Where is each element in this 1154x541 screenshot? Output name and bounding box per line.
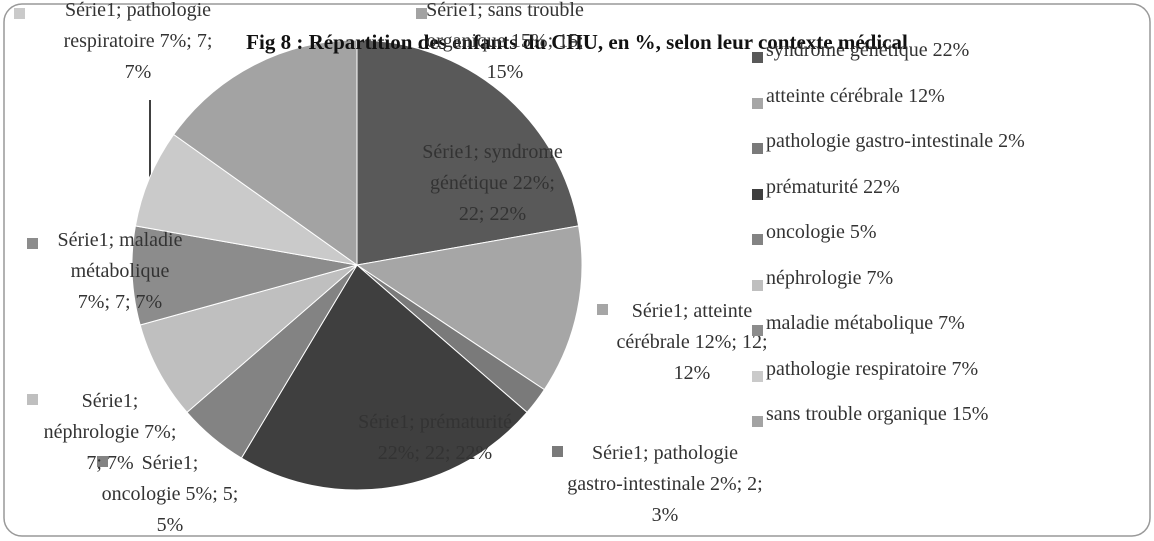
data-label: Série1; atteinte cérébrale 12%; 12; 12% [616,300,768,384]
label-marker [416,8,427,19]
legend-swatch [752,234,763,245]
legend-swatch [752,52,763,63]
legend-label: pathologie respiratoire 7% [766,357,979,380]
pie-slice [173,39,358,266]
data-label: Série1; pathologie respiratoire 7%; 7; 7… [63,0,213,83]
label-marker [552,446,563,457]
legend-swatch [752,188,763,200]
legend-label: syndrome génétique 22% [766,39,970,61]
legend-label: prématurité 22% [766,175,900,198]
data-label: Série1; pathologie gastro-intestinale 2%… [567,442,763,526]
label-marker [597,304,608,315]
label-marker [97,456,108,467]
data-label: Série1; maladie métabolique 7%; 7; 7% [57,229,183,313]
legend-swatch [752,279,763,291]
legend-label: oncologie 5% [766,221,877,243]
legend-label: pathologie gastro-intestinale 2% [766,130,1025,152]
legend-swatch [752,143,763,154]
legend-label: néphrologie 7% [766,266,894,289]
legend-swatch [752,416,763,427]
pie-slice [356,39,580,266]
legend-swatch [752,370,763,382]
legend-swatch [752,325,763,336]
legend-label: maladie métabolique 7% [766,312,965,334]
data-label: Série1; néphrologie 7%; 7; 7% [43,390,177,474]
data-label: Série1; sans trouble organique 15%; 15; … [426,0,584,83]
legend-label: sans trouble organique 15% [766,403,989,425]
label-marker [27,238,38,249]
pie-slice [355,225,583,391]
chart-border [3,3,1151,537]
data-label: Série1; oncologie 5%; 5; 5% [101,452,239,536]
data-label: Série1; prématurité 22%; 22; 22% [358,411,512,464]
pie-slice [240,264,528,491]
label-marker [14,8,25,19]
legend-swatch [752,97,763,109]
chart-title: Fig 8 : Répartition des enfants du CHU, … [246,30,908,54]
legend-label: atteinte cérébrale 12% [766,84,945,107]
label-marker [27,394,38,405]
data-label: Série1; syndrome génétique 22%; 22; 22% [422,141,563,225]
